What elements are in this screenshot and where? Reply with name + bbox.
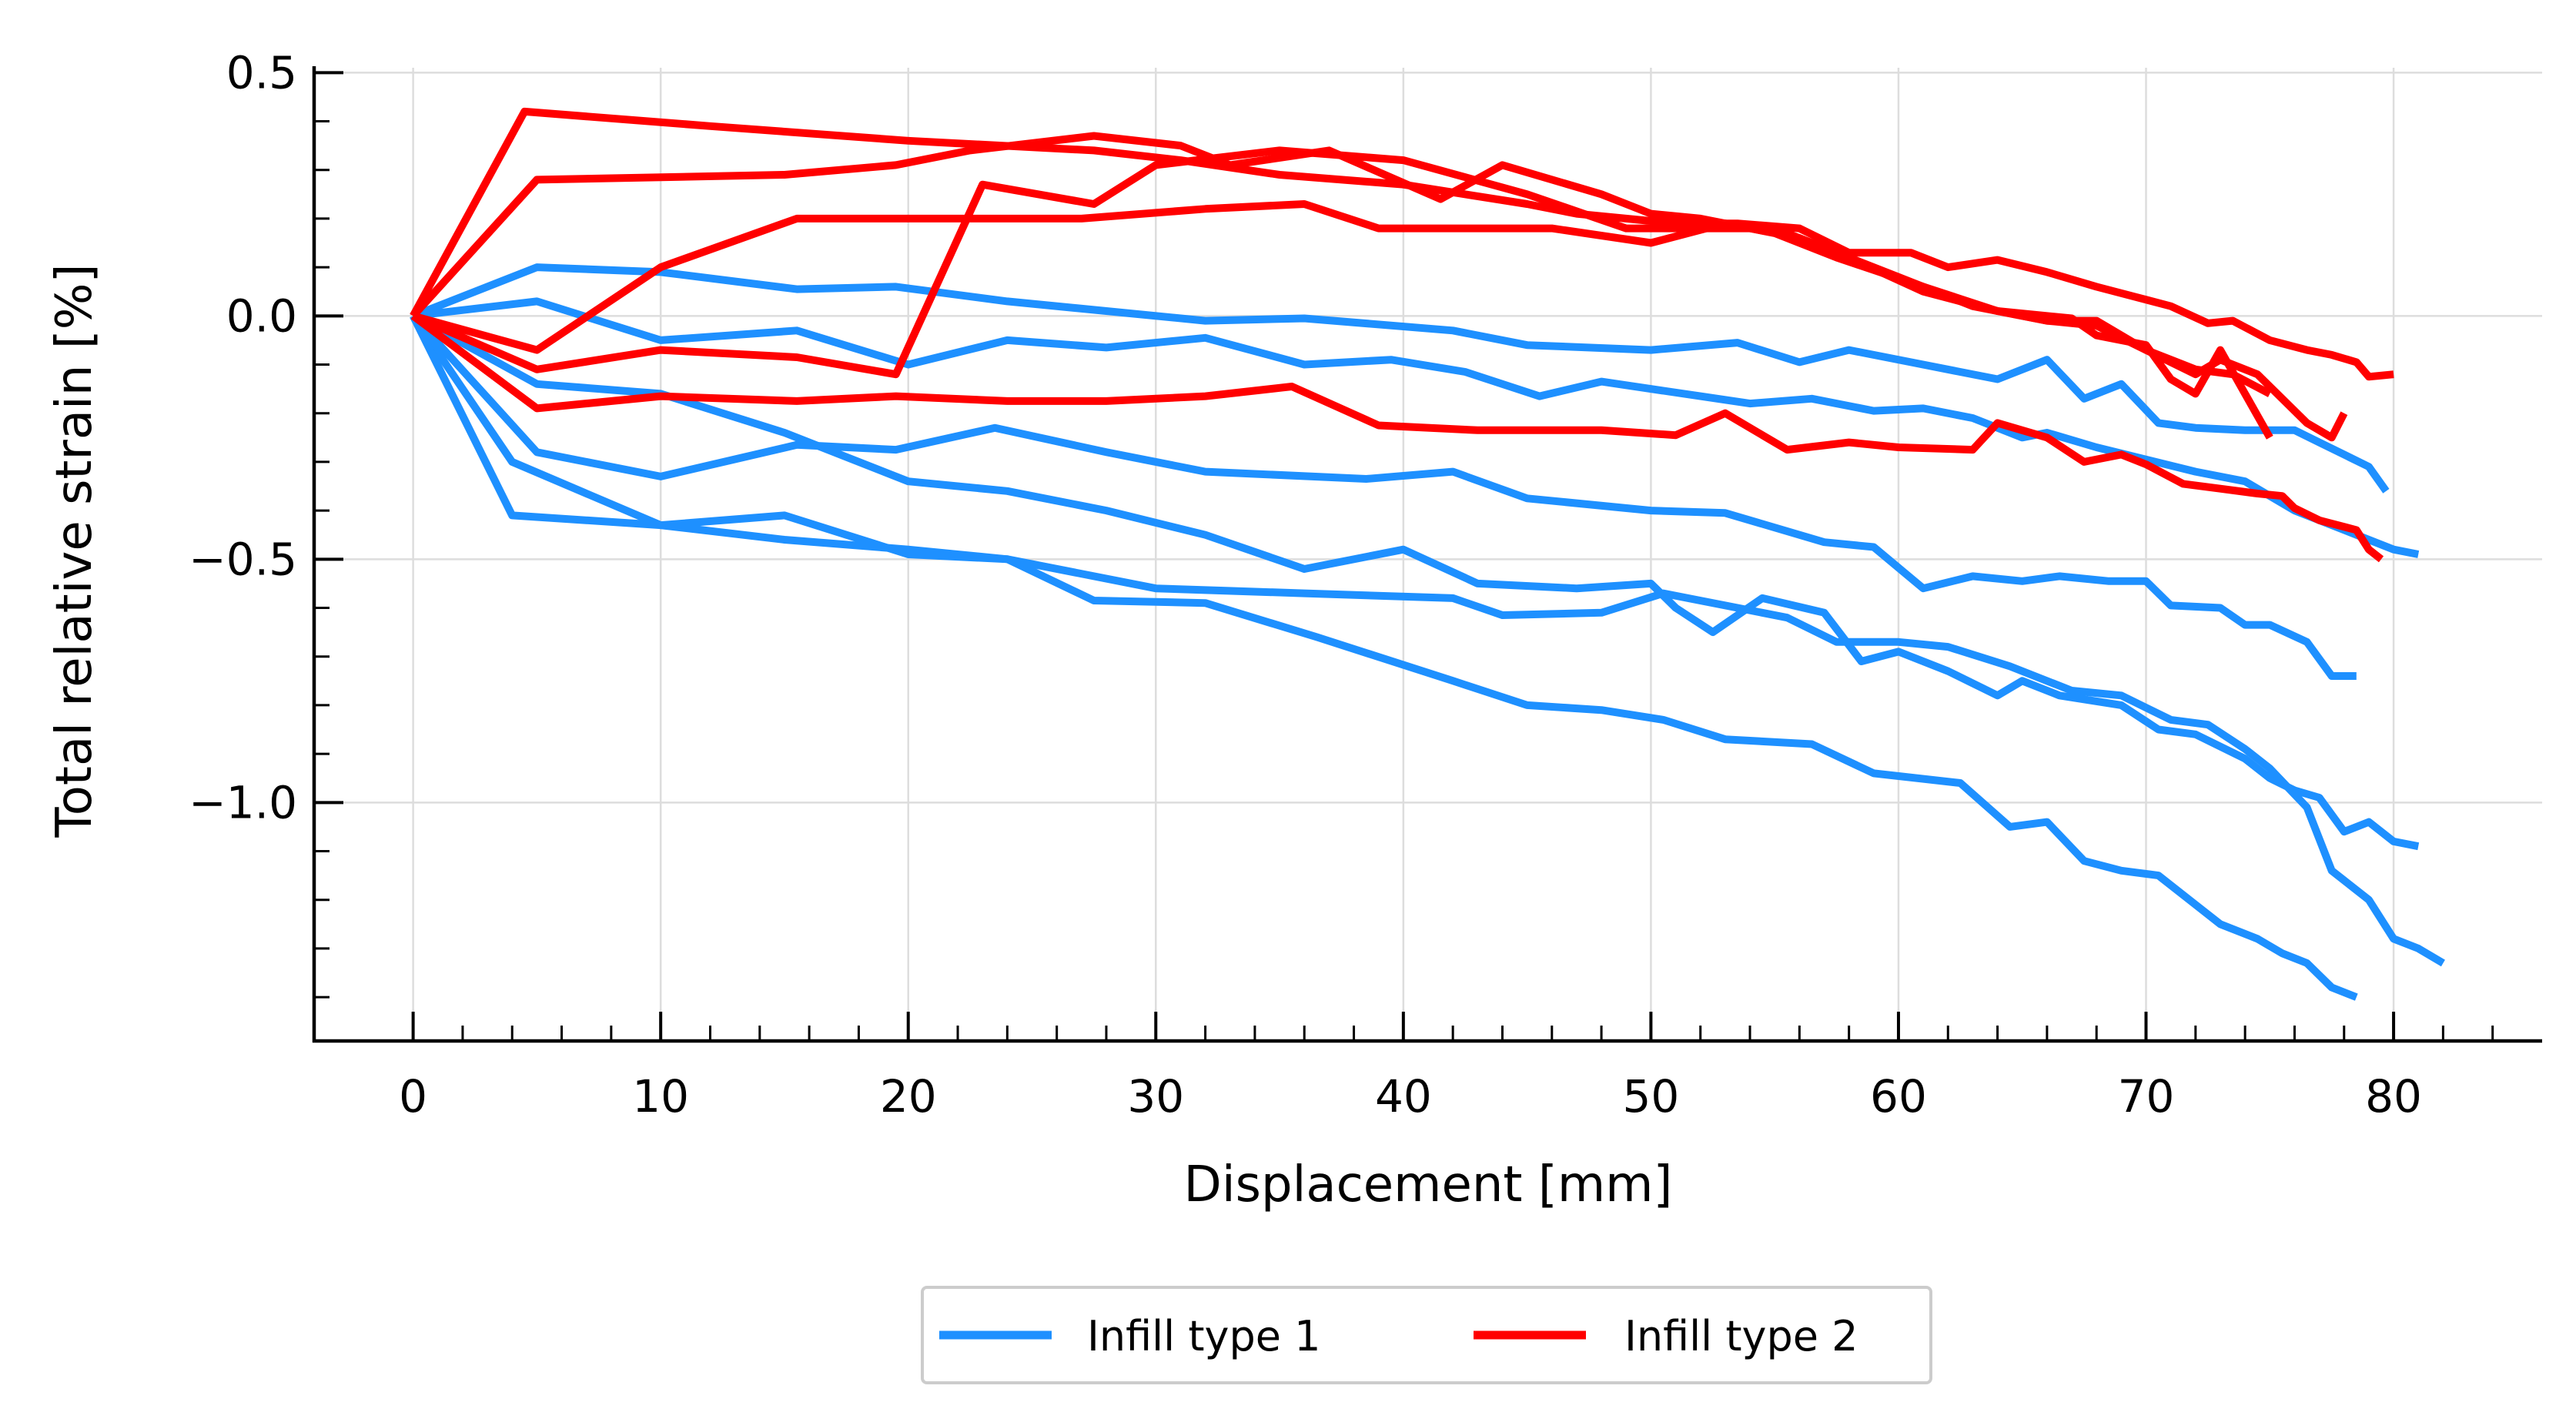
legend: Infill type 1 Infill type 2	[921, 1286, 1932, 1384]
legend-label-infill-type-2: Infill type 2	[1624, 1312, 1858, 1360]
grid-lines	[314, 68, 2542, 1041]
series-line-infill-type-1-3	[410, 313, 2357, 680]
series-line-infill-type-2-7	[410, 107, 2394, 381]
series-line-infill-type-1-2	[413, 297, 2420, 558]
series-line-infill-type-1-5	[410, 313, 2358, 1001]
series-lines	[410, 107, 2445, 1001]
x-tick-label: 20	[880, 1070, 937, 1123]
y-tick-label: 0.5	[226, 46, 297, 99]
y-axis-title: Total relative strain [%]	[46, 264, 103, 838]
x-tick-label: 50	[1622, 1070, 1679, 1123]
series-line-infill-type-2-8	[410, 132, 2273, 440]
x-axis-title: Displacement [mm]	[1184, 1156, 1673, 1213]
series-line-infill-type-1-6	[410, 314, 2445, 967]
y-tick-label: 0.0	[226, 289, 297, 342]
x-tick-label: 0	[399, 1070, 427, 1123]
y-tick-label: −1.0	[189, 776, 297, 828]
x-tick-label: 60	[1870, 1070, 1927, 1123]
x-tick-label: 40	[1375, 1070, 1432, 1123]
ticks: 0 10 20 30 40 50 60 70 80 0.5 0.0 −0.5 −1.0	[189, 46, 2494, 1123]
y-tick-label: −0.5	[189, 533, 297, 585]
legend-box	[921, 1286, 1932, 1384]
axes	[312, 66, 2542, 1043]
x-tick-label: 10	[632, 1070, 689, 1123]
series-line-infill-type-2-10	[411, 146, 2272, 397]
series-line-infill-type-2-11	[410, 313, 2384, 563]
x-tick-label: 80	[2365, 1070, 2422, 1123]
legend-label-infill-type-1: Infill type 1	[1087, 1312, 1321, 1360]
x-tick-label: 30	[1127, 1070, 1184, 1123]
x-tick-label: 70	[2118, 1070, 2175, 1123]
